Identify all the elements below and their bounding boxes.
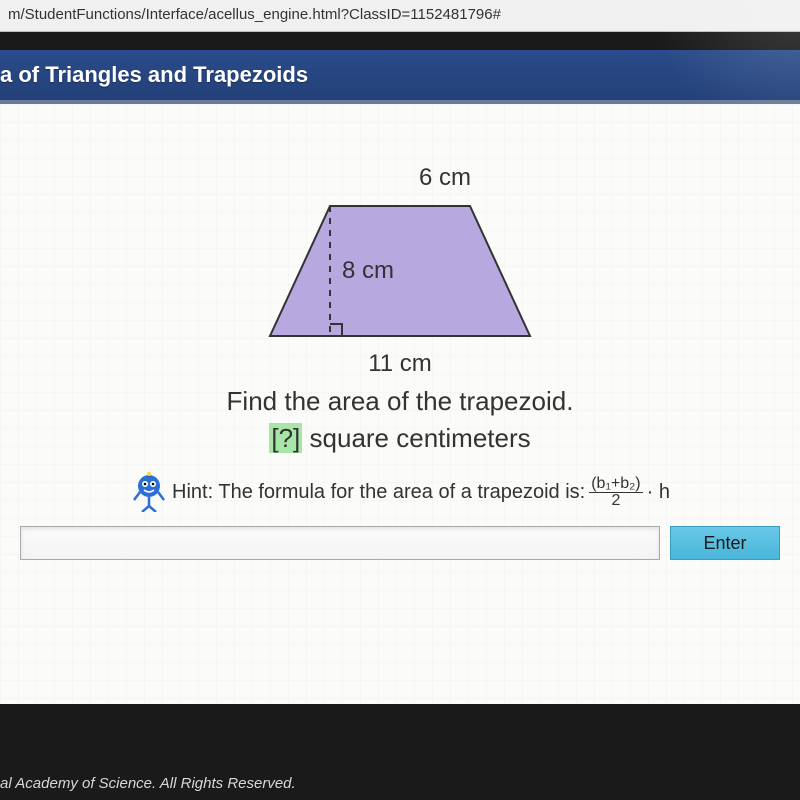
question-prompt: Find the area of the trapezoid. <box>0 386 800 417</box>
address-bar: m/StudentFunctions/Interface/acellus_eng… <box>0 0 800 32</box>
trapezoid-figure: 6 cm 8 cm 11 cm <box>230 164 570 378</box>
answer-input[interactable] <box>20 526 660 560</box>
answer-unit: square centimeters <box>302 423 530 453</box>
lesson-title: a of Triangles and Trapezoids <box>0 62 308 87</box>
formula-suffix: · h <box>647 481 670 504</box>
hint-text: Hint: The formula for the area of a trap… <box>172 481 585 504</box>
url-text: m/StudentFunctions/Interface/acellus_eng… <box>8 6 501 23</box>
top-side-label: 6 cm <box>230 164 570 192</box>
footer-copyright: al Academy of Science. All Rights Reserv… <box>0 775 296 792</box>
trapezoid-svg: 8 cm <box>250 196 550 346</box>
denominator: 2 <box>611 493 620 509</box>
numerator: (b₁+b₂) <box>589 476 642 493</box>
hint-formula: (b₁+b₂) 2 · h <box>589 476 670 509</box>
mascot-icon <box>130 472 168 512</box>
fraction: (b₁+b₂) 2 <box>589 476 642 509</box>
hint-row: Hint: The formula for the area of a trap… <box>0 472 800 512</box>
trapezoid-shape <box>270 206 530 336</box>
enter-button[interactable]: Enter <box>670 526 780 560</box>
answer-placeholder: [?] <box>269 423 302 453</box>
answer-input-row: Enter <box>20 526 780 560</box>
lesson-header: a of Triangles and Trapezoids <box>0 50 800 104</box>
bottom-side-label: 11 cm <box>230 350 570 378</box>
content-area: 6 cm 8 cm 11 cm Find the area of the tra… <box>0 104 800 704</box>
answer-line: [?] square centimeters <box>0 423 800 454</box>
height-label: 8 cm <box>342 257 394 284</box>
